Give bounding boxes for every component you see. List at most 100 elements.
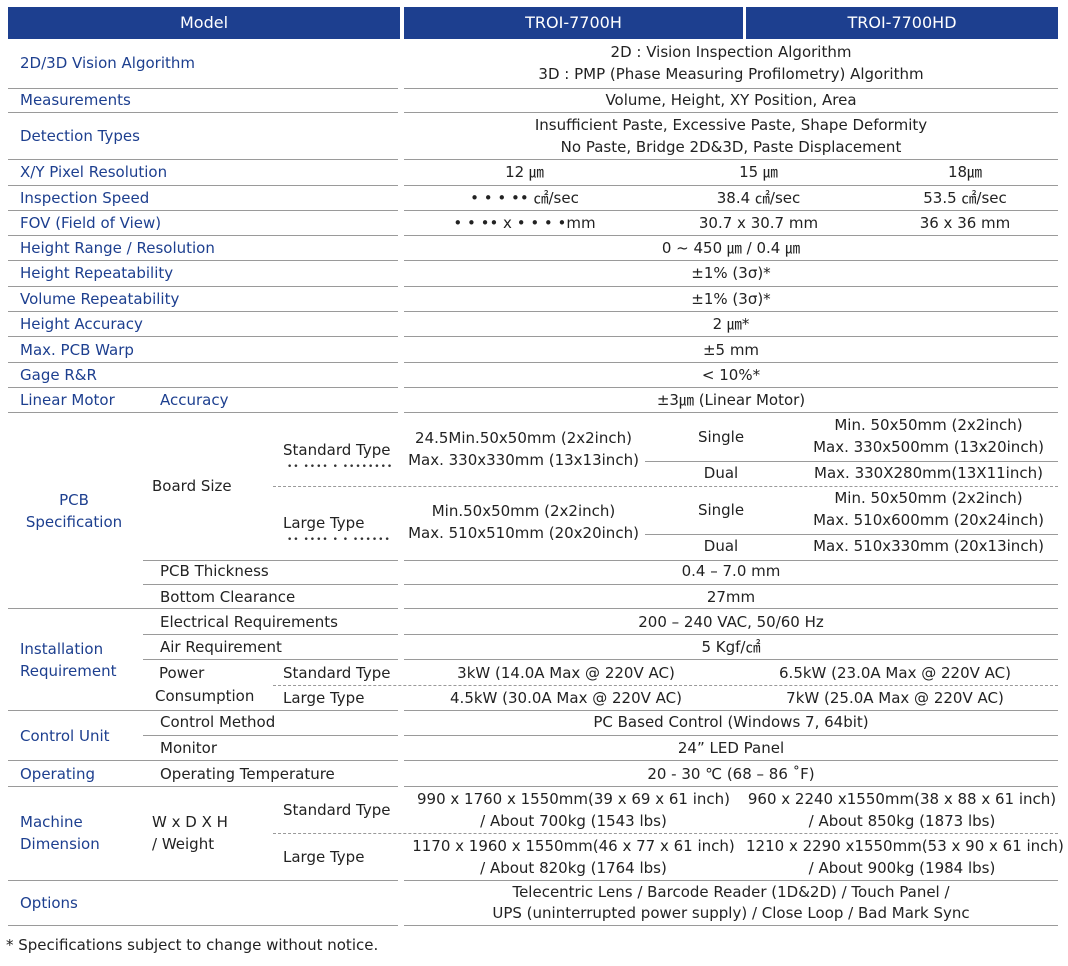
cell-value: 18㎛	[947, 163, 983, 181]
cell-value: 0 ~ 450 ㎛ / 0.4 ㎛	[661, 239, 801, 257]
cell-value: ±1% (3σ)*	[691, 290, 771, 308]
group-label: Control Unit	[20, 727, 110, 745]
row-divider	[404, 88, 1058, 89]
header-cell: TROI-7700H	[525, 13, 622, 32]
row-sublabel: Control Method	[160, 713, 276, 731]
cell-value: 27mm	[706, 588, 756, 606]
row-divider	[645, 534, 1058, 535]
row-sublabel: / Weight	[152, 835, 215, 853]
row-divider	[8, 260, 398, 261]
cell-value: No Paste, Bridge 2D&3D, Paste Displaceme…	[560, 138, 902, 156]
row-label: FOV (Field of View)	[20, 214, 162, 232]
cell-value: 20 - 30 ℃ (68 – 86 ˚F)	[647, 765, 815, 783]
cell-value: 6.5kW (23.0A Max @ 220V AC)	[779, 664, 1011, 682]
row-divider	[8, 710, 398, 711]
cell-value: Single	[697, 501, 745, 519]
cell-value: 1210 x 2290 x1550mm(53 x 90 x 61 inch)	[746, 837, 1064, 855]
cell-value: Max. 510x510mm (20x20inch)	[408, 524, 639, 542]
row-label: Inspection Speed	[20, 189, 150, 207]
row-label: Height Repeatability	[20, 264, 174, 282]
row-divider	[404, 286, 1058, 287]
row-divider	[404, 880, 1058, 881]
row-divider	[404, 336, 1058, 337]
row-divider	[8, 159, 398, 160]
type-note: •• •••• • • ••••••	[287, 535, 391, 545]
cell-value: 4.5kW (30.0A Max @ 220V AC)	[450, 689, 682, 707]
row-divider	[8, 925, 398, 926]
cell-value: 3kW (14.0A Max @ 220V AC)	[457, 664, 675, 682]
cell-value: 200 – 240 VAC, 50/60 Hz	[638, 613, 824, 631]
cell-value: / About 820kg (1764 lbs)	[480, 859, 667, 877]
header-bg	[746, 7, 1058, 39]
cell-value: Dual	[703, 537, 739, 555]
row-sublabel: Electrical Requirements	[160, 613, 338, 631]
row-divider	[404, 634, 1058, 635]
row-label: Height Accuracy	[20, 315, 143, 333]
row-divider	[8, 112, 398, 113]
cell-value: Single	[697, 428, 745, 446]
cell-value: Max. 330x330mm (13x13inch)	[408, 451, 639, 469]
row-divider	[404, 560, 1058, 561]
row-label: Detection Types	[20, 127, 140, 145]
cell-value: ±5 mm	[702, 341, 760, 359]
row-sublabel: Operating Temperature	[160, 765, 335, 783]
cell-value: / About 900kg (1984 lbs)	[808, 859, 996, 877]
cell-value: Max. 510x330mm (20x13inch)	[813, 537, 1044, 555]
type-label: Large Type	[283, 689, 365, 707]
cell-value: 3D : PMP (Phase Measuring Profilometry) …	[538, 65, 924, 83]
group-label: Dimension	[20, 835, 100, 853]
row-divider	[8, 880, 398, 881]
row-sublabel: W x D X H	[152, 813, 228, 831]
row-divider	[8, 786, 398, 787]
row-sublabel: Accuracy	[160, 391, 229, 409]
cell-value: 15 ㎛	[739, 163, 778, 181]
header-bg	[8, 7, 400, 39]
cell-value: 5 Kgf/㎠	[701, 638, 761, 656]
header-cell: Model	[179, 13, 229, 32]
type-label: Large Type	[283, 848, 365, 866]
cell-value: Max. 510x600mm (20x24inch)	[813, 511, 1044, 529]
cell-value: 24.5Min.50x50mm (2x2inch)	[415, 429, 632, 447]
cell-value: Max. 330x500mm (13x20inch)	[813, 438, 1044, 456]
cell-value: / About 700kg (1543 lbs)	[480, 812, 667, 830]
row-divider	[645, 461, 1058, 462]
cell-value: UPS (uninterrupted power supply) / Close…	[492, 904, 970, 922]
cell-value: 960 x 2240 x1550mm(38 x 88 x 61 inch)	[747, 790, 1057, 808]
group-label: Operating	[20, 765, 95, 783]
row-sublabel: Consumption	[155, 687, 255, 705]
type-label: Standard Type	[283, 801, 391, 819]
group-label: Installation	[20, 640, 104, 658]
row-divider	[404, 235, 1058, 236]
type-note: •• •••• • ••••••••	[287, 462, 394, 472]
group-label: Machine	[20, 813, 83, 831]
row-divider	[8, 185, 398, 186]
row-divider	[8, 286, 398, 287]
group-label: PCB	[59, 491, 89, 509]
cell-value: PC Based Control (Windows 7, 64bit)	[593, 713, 869, 731]
type-label: Standard Type	[283, 441, 391, 459]
cell-value: ±1% (3σ)*	[691, 264, 771, 282]
type-label: Large Type	[283, 514, 365, 532]
row-divider	[404, 260, 1058, 261]
cell-value: 1170 x 1960 x 1550mm(46 x 77 x 61 inch)	[412, 837, 735, 855]
cell-value: 24” LED Panel	[677, 739, 785, 757]
row-sublabel: Power	[159, 664, 205, 682]
cell-value: / About 850kg (1873 lbs)	[808, 812, 996, 830]
row-sublabel: Board Size	[152, 477, 232, 495]
cell-value: Min.50x50mm (2x2inch)	[431, 502, 616, 520]
row-label: Linear Motor	[20, 391, 115, 409]
row-divider	[8, 210, 398, 211]
row-divider	[143, 560, 398, 561]
row-sublabel: Monitor	[160, 739, 218, 757]
row-divider	[143, 735, 398, 736]
cell-value: Max. 330X280mm(13X11inch)	[814, 464, 1043, 482]
row-divider	[404, 311, 1058, 312]
cell-value: 30.7 x 30.7 mm	[698, 214, 819, 232]
cell-value: Volume, Height, XY Position, Area	[605, 91, 857, 109]
cell-value: Min. 50x50mm (2x2inch)	[834, 416, 1023, 434]
row-sublabel: Air Requirement	[160, 638, 282, 656]
row-divider	[8, 336, 398, 337]
row-label: Height Range / Resolution	[20, 239, 215, 257]
row-divider	[404, 412, 1058, 413]
cell-value: • • •• x • • • •mm	[453, 214, 596, 232]
